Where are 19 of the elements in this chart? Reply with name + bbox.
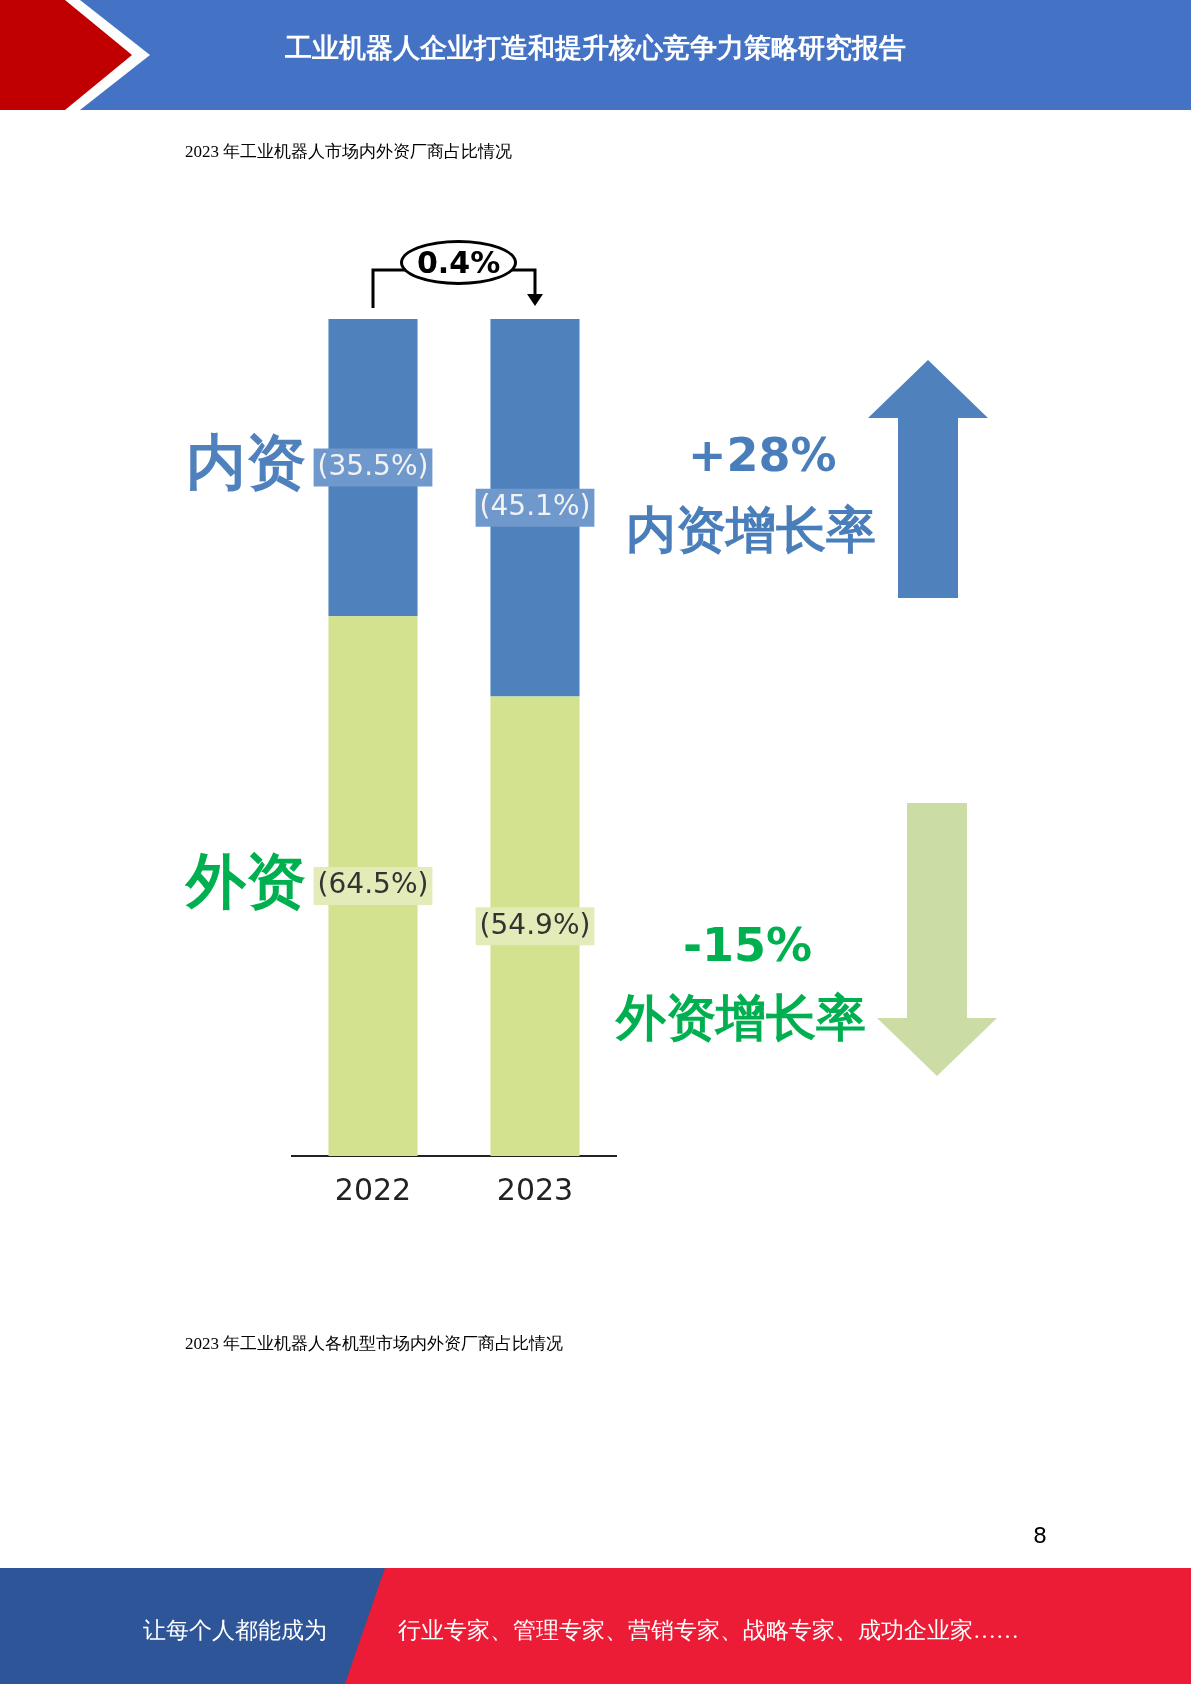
chart-title: 2023 年工业机器人市场内外资厂商占比情况 — [185, 141, 513, 163]
series-label: 外资 — [184, 845, 307, 916]
text: +28% — [688, 428, 837, 482]
annotation: 外资增长率 — [616, 988, 866, 1049]
text: 让每个人都能成为 — [143, 1617, 327, 1645]
text: 2023 年工业机器人各机型市场内外资厂商占比情况 — [185, 1333, 564, 1355]
x-tick-label: 2023 — [496, 1171, 574, 1207]
text: 内资增长率 — [626, 500, 876, 561]
data-label: (54.9%) — [479, 907, 591, 941]
text: 0.4% — [400, 240, 518, 285]
data-label: (35.5%) — [317, 448, 429, 482]
series-label: 内资 — [186, 427, 307, 498]
text: 8 — [1033, 1523, 1047, 1548]
data-label: (45.1%) — [479, 489, 591, 523]
text: -15% — [683, 918, 813, 972]
text: 行业专家、管理专家、营销专家、战略专家、成功企业家…… — [398, 1617, 1019, 1645]
data-label: (64.5%) — [317, 867, 429, 901]
x-tick-label: 2022 — [334, 1171, 412, 1207]
text: 工业机器人企业打造和提升核心竞争力策略研究报告 — [284, 31, 907, 65]
